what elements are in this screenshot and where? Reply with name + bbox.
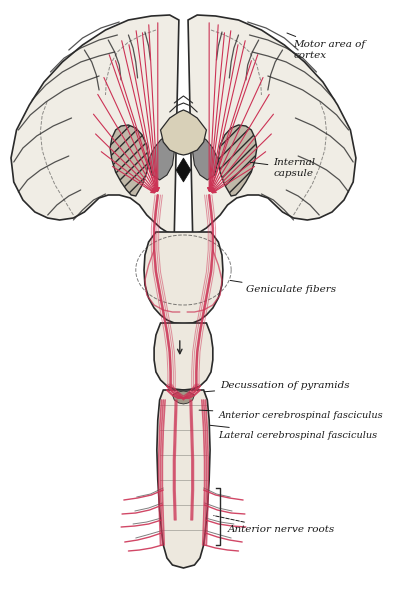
Polygon shape (110, 125, 149, 196)
Text: Motor area of
cortex: Motor area of cortex (287, 33, 366, 60)
Polygon shape (188, 15, 356, 234)
Polygon shape (218, 125, 257, 196)
Text: Lateral cerebrospinal fasciculus: Lateral cerebrospinal fasciculus (210, 425, 377, 439)
Polygon shape (154, 323, 213, 390)
Text: Anterior cerebrospinal fasciculus: Anterior cerebrospinal fasciculus (199, 410, 383, 419)
Text: Anterior nerve roots: Anterior nerve roots (214, 515, 335, 535)
Text: Decussation of pyramids: Decussation of pyramids (205, 380, 350, 392)
Polygon shape (149, 135, 174, 180)
Text: Internal
capsule: Internal capsule (250, 158, 315, 178)
Polygon shape (173, 391, 195, 404)
Polygon shape (176, 158, 191, 182)
Text: Geniculate fibers: Geniculate fibers (230, 280, 336, 295)
Polygon shape (144, 232, 223, 324)
Polygon shape (193, 135, 218, 180)
Polygon shape (160, 110, 206, 155)
Polygon shape (157, 390, 210, 568)
Polygon shape (11, 15, 179, 234)
